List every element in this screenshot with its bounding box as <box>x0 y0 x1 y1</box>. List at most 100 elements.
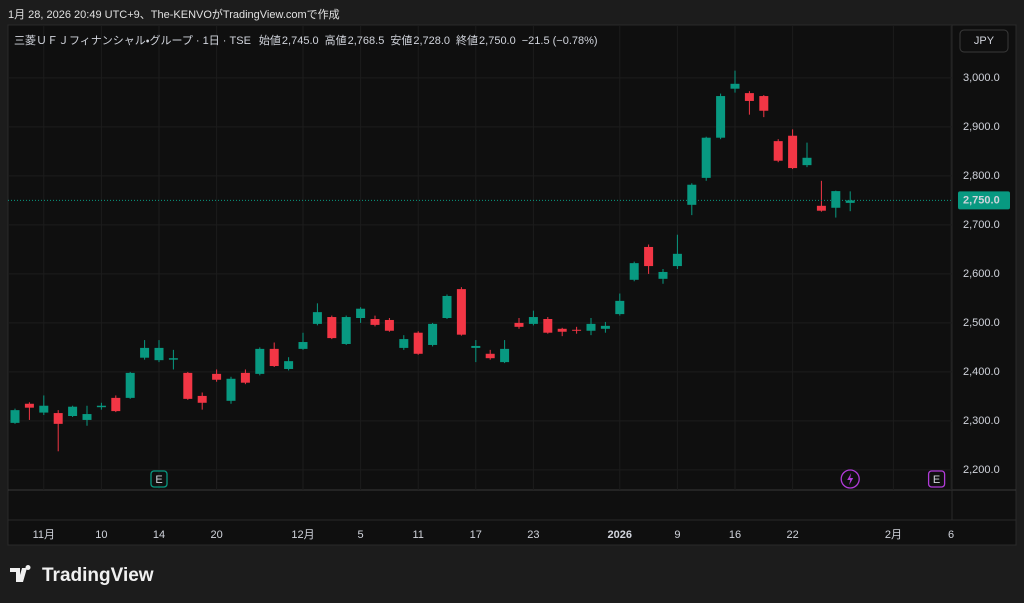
logo-icon <box>10 565 31 582</box>
candle-body <box>500 348 510 363</box>
candle-body <box>269 348 279 367</box>
candle-body <box>629 263 639 280</box>
x-tick-label: 10 <box>95 529 107 541</box>
candle-body <box>773 141 783 161</box>
candle-body <box>399 339 409 348</box>
candle-body <box>10 410 20 423</box>
x-tick-label: 14 <box>153 529 165 541</box>
candle-body <box>240 372 250 383</box>
candle-body <box>672 253 682 267</box>
legend-label: 始値 <box>259 33 281 47</box>
legend-value: 2,750.0 <box>479 35 516 47</box>
candle-body <box>197 395 207 403</box>
legend-value: 2,768.5 <box>348 35 385 47</box>
grid <box>8 25 952 490</box>
candle-body <box>212 373 222 380</box>
candle-body <box>816 205 826 211</box>
y-tick-label: 2,300.0 <box>963 415 1000 427</box>
candle-body <box>615 300 625 315</box>
x-tick-label: 2月 <box>885 529 902 541</box>
candle-body <box>730 83 740 89</box>
candle-body <box>744 93 754 101</box>
last-price-label: 2,750.0 <box>963 194 1000 206</box>
y-tick-label: 3,000.0 <box>963 72 1000 84</box>
candle-body <box>456 289 466 335</box>
chart-panel <box>7 24 1017 546</box>
legend-label: 終値 <box>456 34 478 47</box>
candle-body <box>485 353 495 359</box>
candle-body <box>442 295 452 319</box>
candle-body <box>111 397 121 412</box>
legend-label: 高値 <box>325 33 347 47</box>
x-tick-label: 22 <box>786 529 798 541</box>
caption: 1月 28, 2026 20:49 UTC+9、The-KENVOがTradin… <box>8 7 340 21</box>
logo: TradingView <box>10 565 154 586</box>
x-tick-label: 20 <box>210 529 222 541</box>
candle-body <box>53 413 63 424</box>
candle-body <box>845 200 855 203</box>
y-tick-label: 2,900.0 <box>963 121 1000 133</box>
y-tick-label: 2,200.0 <box>963 464 1000 476</box>
brand: TradingView <box>42 565 154 586</box>
candle-body <box>802 157 812 166</box>
event-label: E <box>933 474 940 486</box>
candle-body <box>125 372 135 398</box>
candle-body <box>716 96 726 138</box>
symbol: 三菱ＵＦＪフィナンシャル・グループ · 1日 · TSE <box>14 33 251 47</box>
y-tick-label: 2,500.0 <box>963 317 1000 329</box>
candle-body <box>586 323 596 331</box>
x-tick-label: 9 <box>674 529 680 541</box>
x-tick-label: 17 <box>470 529 482 541</box>
candle-body <box>557 328 567 332</box>
candle-body <box>831 191 841 208</box>
candle-body <box>140 347 150 358</box>
legend-value: 2,728.0 <box>413 35 450 47</box>
y-tick-label: 2,700.0 <box>963 219 1000 231</box>
candle-body <box>298 342 308 349</box>
event-marker <box>840 469 860 489</box>
currency[interactable]: JPY <box>974 35 995 47</box>
legend-value: 2,745.0 <box>282 35 319 47</box>
candle-body <box>384 319 394 331</box>
legend-change: −21.5 (−0.78%) <box>522 35 598 47</box>
last-price-tag <box>958 191 1010 210</box>
candle-body <box>658 271 668 279</box>
y-tick-label: 2,800.0 <box>963 170 1000 182</box>
candle-body <box>701 137 711 178</box>
candle-body <box>543 318 553 333</box>
candles <box>10 70 855 452</box>
candle-body <box>413 332 423 354</box>
event-label: E <box>155 474 162 486</box>
candle-body <box>471 345 481 348</box>
x-tick-label: 6 <box>948 529 954 541</box>
candle-body <box>341 317 351 344</box>
candle-body <box>96 405 106 408</box>
candle-body <box>39 405 49 413</box>
candle-body <box>168 358 178 360</box>
candle-body <box>428 323 438 345</box>
candle-body <box>572 329 582 331</box>
candle-body <box>528 317 538 324</box>
y-tick-label: 2,600.0 <box>963 268 1000 280</box>
x-tick-label: 5 <box>358 529 364 541</box>
candle-body <box>154 347 164 361</box>
x-tick-label: 12月 <box>291 529 314 541</box>
candle-body <box>24 403 34 408</box>
candle-body <box>356 308 366 319</box>
event-icon <box>847 473 854 485</box>
candle-body <box>183 372 193 399</box>
event-marker <box>927 470 946 488</box>
currency-button[interactable] <box>959 29 1009 53</box>
candle-body <box>68 406 78 417</box>
x-tick-label: 11月 <box>33 529 55 541</box>
candle-body <box>284 361 294 369</box>
candle-body <box>788 135 798 169</box>
candle-body <box>687 184 697 205</box>
candle-body <box>226 378 236 401</box>
x-tick-label: 23 <box>527 529 539 541</box>
x-tick-label: 16 <box>729 529 741 541</box>
candle-body <box>327 317 337 339</box>
